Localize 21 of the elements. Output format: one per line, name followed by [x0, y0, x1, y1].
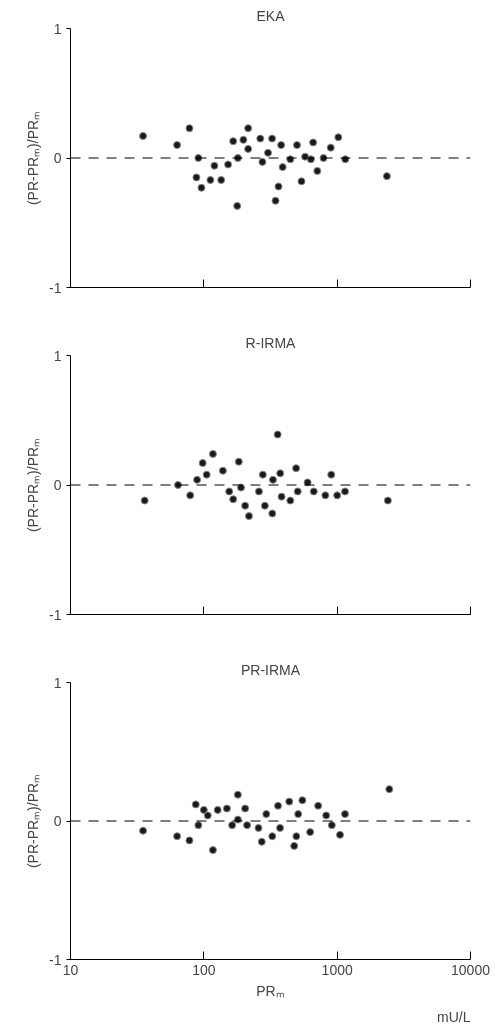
chart-title: EKA: [256, 7, 286, 24]
chart-title: R-IRMA: [245, 334, 297, 351]
y-tick-label: 1: [53, 347, 62, 364]
text: mU/L: [437, 1008, 471, 1025]
y-tick-label: 0: [53, 813, 62, 829]
x-tick-label: 100: [192, 961, 216, 978]
y-tick-label: 1: [53, 20, 62, 37]
y-axis-title: (PR-PRₘ)/PRₘ: [25, 437, 42, 533]
y-tick-label: -1: [49, 606, 62, 623]
y-tick-label: -1: [49, 279, 62, 296]
y-axis-title: (PR-PRₘ)/PRₘ: [25, 773, 42, 869]
y-axis-title: (PR-PRₘ)/PRₘ: [25, 110, 42, 206]
y-tick-label: 0: [53, 150, 62, 166]
x-tick-label: 10000: [451, 961, 491, 978]
y-tick-label: 0: [53, 477, 62, 493]
x-axis-title: PRₘ: [256, 982, 285, 999]
y-tick-label: -1: [49, 951, 62, 968]
chart-title: PR-IRMA: [240, 661, 301, 678]
x-tick-label: 1000: [321, 961, 353, 978]
x-tick-label: 10: [62, 961, 79, 978]
y-tick-label: 1: [53, 674, 62, 691]
